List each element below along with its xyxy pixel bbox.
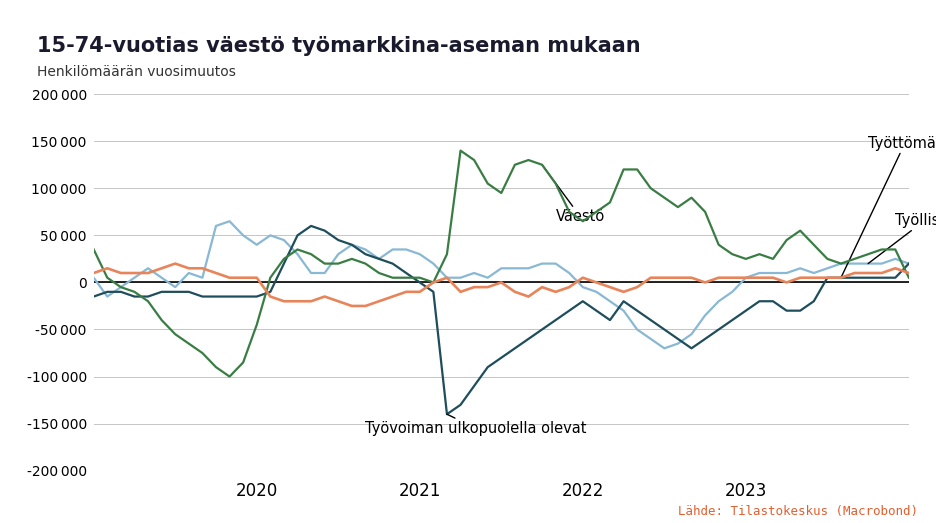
Text: Työttömät: Työttömät	[840, 135, 936, 278]
Text: Väestö: Väestö	[541, 165, 605, 224]
Text: Lähde: Tilastokeskus (Macrobond): Lähde: Tilastokeskus (Macrobond)	[678, 505, 917, 518]
Text: Henkilömäärän vuosimuutos: Henkilömäärän vuosimuutos	[37, 65, 235, 79]
Text: Työvoiman ulkopuolella olevat: Työvoiman ulkopuolella olevat	[365, 414, 586, 436]
Text: 15-74-vuotias väestö työmarkkina-aseman mukaan: 15-74-vuotias väestö työmarkkina-aseman …	[37, 37, 639, 56]
Text: Työlliset: Työlliset	[867, 213, 936, 264]
